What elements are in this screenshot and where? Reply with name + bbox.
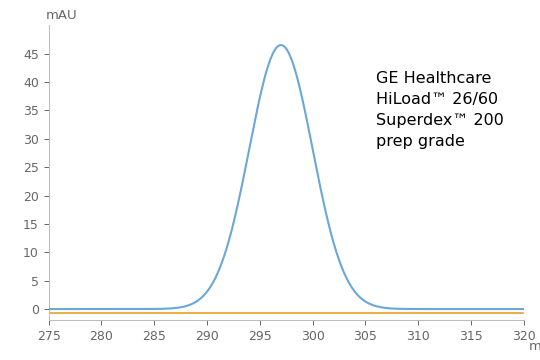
Text: mAU: mAU bbox=[46, 9, 78, 22]
Text: GE Healthcare
HiLoad™ 26/60
Superdex™ 200
prep grade: GE Healthcare HiLoad™ 26/60 Superdex™ 20… bbox=[376, 71, 504, 149]
Text: ml: ml bbox=[529, 339, 540, 352]
